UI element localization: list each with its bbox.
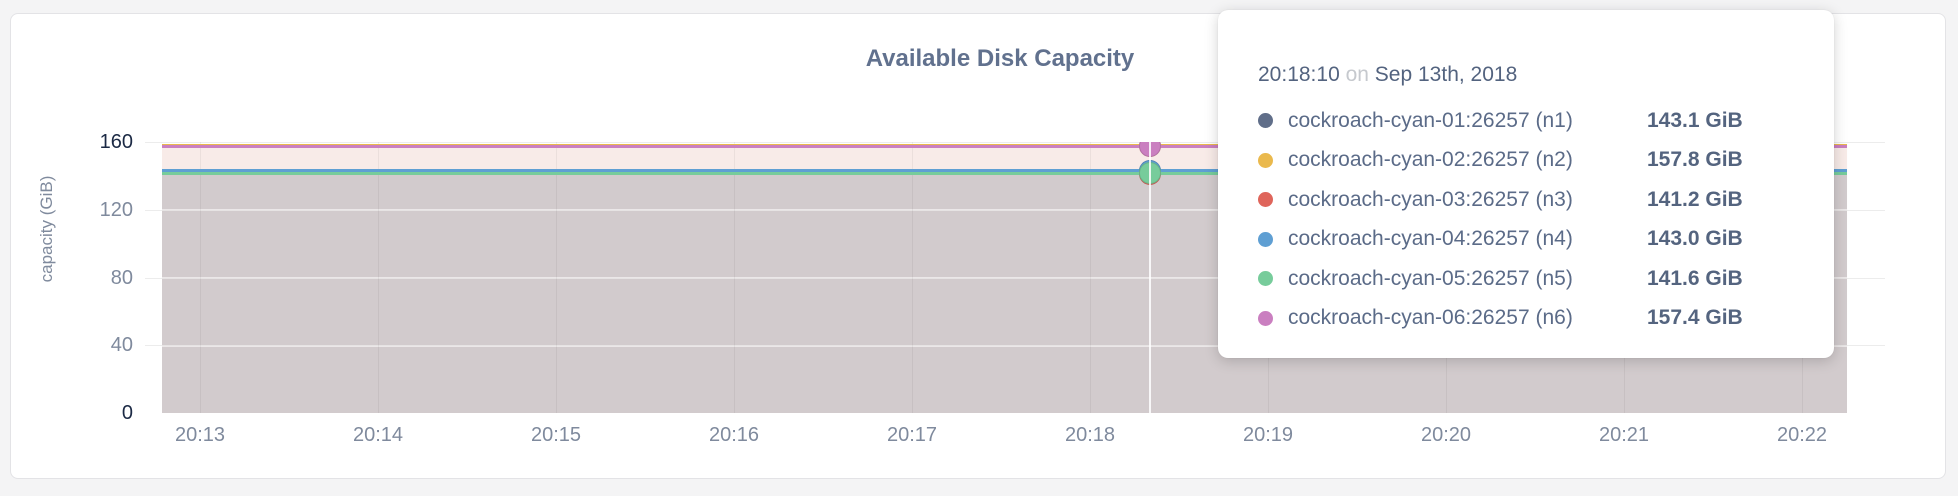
series-color-dot-icon	[1258, 152, 1273, 168]
horizontal-gridline-overlay	[162, 209, 1847, 212]
x-axis-tick-label: 20:19	[1242, 424, 1294, 446]
y-axis-tick-label: 120	[99, 198, 133, 221]
horizontal-gridline-overlay	[162, 277, 1847, 279]
horizontal-gridline-overlay	[162, 344, 1847, 347]
tooltip-row: cockroach-cyan-02:26257 (n2) 157.8 GiB	[1258, 141, 1834, 181]
series-color-dot-icon	[1258, 113, 1273, 129]
horizontal-gridline	[145, 142, 1885, 143]
chart-title: Available Disk Capacity	[865, 45, 1135, 72]
x-axis-tick-label: 20:18	[1064, 424, 1116, 446]
x-axis-tick-label: 20:13	[174, 424, 226, 446]
y-axis-label: capacity (GiB)	[37, 175, 56, 283]
tooltip-series-name: cockroach-cyan-01:26257 (n1)	[1288, 108, 1573, 132]
tooltip-time: 20:18:10	[1258, 63, 1340, 86]
vertical-gridline	[1090, 142, 1091, 413]
tooltip-series-name: cockroach-cyan-05:26257 (n5)	[1288, 266, 1573, 290]
x-axis-tick-label: 20:16	[708, 424, 760, 446]
series-line	[162, 171, 1847, 175]
tooltip-series-name: cockroach-cyan-04:26257 (n4)	[1288, 227, 1573, 251]
series-line	[162, 144, 1847, 148]
tooltip-row: cockroach-cyan-06:26257 (n6) 157.4 GiB	[1258, 299, 1834, 339]
vertical-gridline	[200, 142, 201, 413]
vertical-gridline	[556, 142, 557, 413]
tooltip-rows: cockroach-cyan-01:26257 (n1) 143.1 GiB coc…	[1258, 101, 1834, 338]
tooltip-date: Sep 13th, 2018	[1374, 63, 1518, 86]
tooltip-row: cockroach-cyan-01:26257 (n1) 143.1 GiB	[1258, 101, 1834, 141]
tooltip-series-value: 143.1 GiB	[1647, 108, 1743, 132]
tooltip-series-name: cockroach-cyan-03:26257 (n3)	[1288, 187, 1573, 211]
y-axis-tick-label: 0	[121, 402, 133, 424]
x-axis-tick-label: 20:17	[886, 424, 938, 446]
tooltip-series-value: 141.2 GiB	[1647, 187, 1743, 211]
tooltip-row: cockroach-cyan-04:26257 (n4) 143.0 GiB	[1258, 220, 1834, 260]
tooltip-row: cockroach-cyan-03:26257 (n3) 141.2 GiB	[1258, 180, 1834, 220]
tooltip-series-value: 143.0 GiB	[1647, 227, 1743, 251]
x-axis-tick-label: 20:20	[1420, 424, 1472, 446]
y-axis-tick-label: 80	[110, 266, 133, 289]
chart-tooltip: 20:18:10 on Sep 13th, 2018 cockroach-cya…	[1218, 10, 1834, 358]
tooltip-timestamp: 20:18:10 on Sep 13th, 2018	[1258, 60, 1834, 90]
y-axis-tick-label: 160	[99, 131, 133, 153]
series-color-dot-icon	[1258, 310, 1273, 326]
vertical-gridline	[378, 142, 379, 413]
x-axis-tick-label: 20:22	[1776, 424, 1828, 446]
x-axis-tick-label: 20:15	[530, 424, 582, 446]
series-color-dot-icon	[1258, 231, 1273, 247]
series-color-dot-icon	[1258, 192, 1273, 208]
hover-guideline	[1149, 142, 1151, 413]
tooltip-on-word: on	[1345, 63, 1369, 86]
tooltip-series-value: 157.4 GiB	[1647, 306, 1743, 330]
y-axis-tick-label: 40	[110, 334, 133, 357]
tooltip-series-value: 141.6 GiB	[1647, 266, 1743, 290]
tooltip-row: cockroach-cyan-05:26257 (n5) 141.6 GiB	[1258, 259, 1834, 299]
tooltip-series-name: cockroach-cyan-02:26257 (n2)	[1288, 148, 1573, 172]
tooltip-series-value: 157.8 GiB	[1647, 148, 1743, 172]
tooltip-series-name: cockroach-cyan-06:26257 (n6)	[1288, 306, 1573, 330]
vertical-gridline	[734, 142, 735, 413]
vertical-gridline	[912, 142, 913, 413]
series-line	[162, 169, 1847, 173]
series-color-dot-icon	[1258, 271, 1273, 287]
x-axis-tick-label: 20:14	[352, 424, 404, 446]
x-axis-tick-label: 20:21	[1598, 424, 1650, 446]
